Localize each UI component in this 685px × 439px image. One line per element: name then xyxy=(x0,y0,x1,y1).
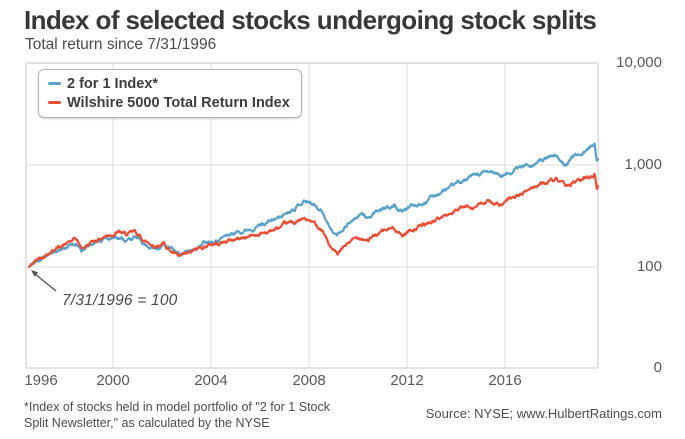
y-tick-100: 100 xyxy=(636,258,662,275)
annotation-base-value: 7/31/1996 = 100 xyxy=(62,292,178,309)
footnote-line-1: *Index of stocks held in model portfolio… xyxy=(24,400,330,414)
legend: 2 for 1 Index* Wilshire 5000 Total Retur… xyxy=(38,69,302,118)
legend-swatch-blue-line-icon xyxy=(48,81,61,86)
y-tick-10000: 10,000 xyxy=(616,54,662,71)
series-line-wilshire-5000 xyxy=(28,172,600,269)
x-tick-2004: 2004 xyxy=(194,372,228,389)
page-title: Index of selected stocks undergoing stoc… xyxy=(24,5,597,35)
x-tick-2008: 2008 xyxy=(292,372,326,389)
footnote-line-2: Split Newsletter," as calculated by the … xyxy=(24,415,270,430)
footnote: *Index of stocks held in model portfolio… xyxy=(24,400,330,431)
y-tick-0: 0 xyxy=(653,359,662,376)
annotation-arrowhead-icon xyxy=(31,270,39,277)
x-tick-2012: 2012 xyxy=(390,372,424,389)
series-line-2-for-1-index xyxy=(28,142,600,269)
annotation-arrow-line xyxy=(34,272,57,292)
legend-label: 2 for 1 Index* xyxy=(67,75,159,92)
x-tick-2000: 2000 xyxy=(96,372,130,389)
x-tick-2016: 2016 xyxy=(488,372,522,389)
page-subtitle: Total return since 7/31/1996 xyxy=(25,36,217,53)
legend-swatch-red-line-icon xyxy=(48,100,61,105)
plot-border xyxy=(25,62,599,369)
legend-item-wilshire-5000: Wilshire 5000 Total Return Index xyxy=(48,93,290,112)
legend-label: Wilshire 5000 Total Return Index xyxy=(67,94,290,111)
y-tick-1000: 1,000 xyxy=(624,156,662,173)
legend-item-2-for-1-index: 2 for 1 Index* xyxy=(48,74,290,93)
source-credit: Source: NYSE; www.HulbertRatings.com xyxy=(425,406,662,421)
x-tick-1996: 1996 xyxy=(24,372,58,389)
